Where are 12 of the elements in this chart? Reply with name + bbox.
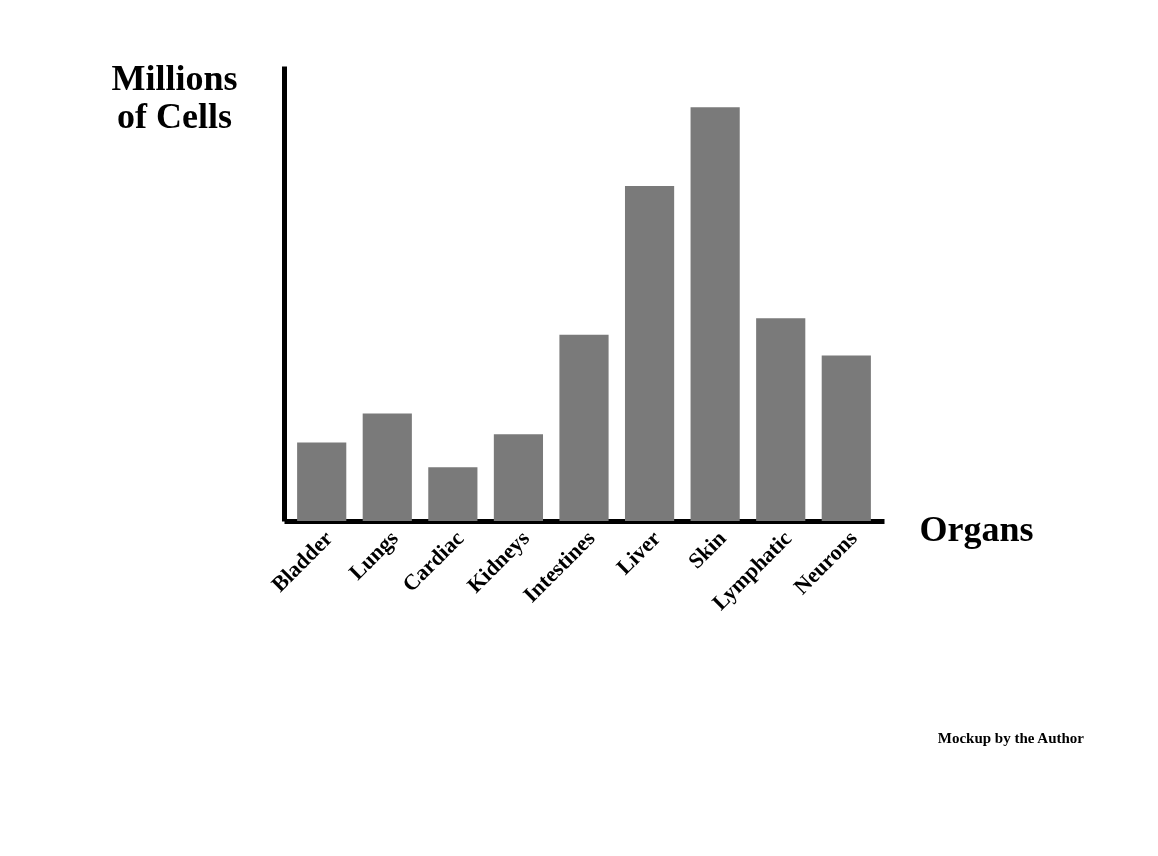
bar <box>297 442 347 521</box>
text: Mockup by the Author <box>937 730 1085 746</box>
bar <box>690 107 740 521</box>
bar <box>362 413 412 521</box>
bar <box>756 318 806 521</box>
bar <box>821 355 871 521</box>
bar <box>493 434 544 521</box>
bar <box>559 334 609 521</box>
x-axis-title: Organs <box>919 508 1034 549</box>
bar <box>624 185 675 521</box>
bar <box>428 467 478 521</box>
y-axis-title: Millions of Cells <box>111 57 238 136</box>
